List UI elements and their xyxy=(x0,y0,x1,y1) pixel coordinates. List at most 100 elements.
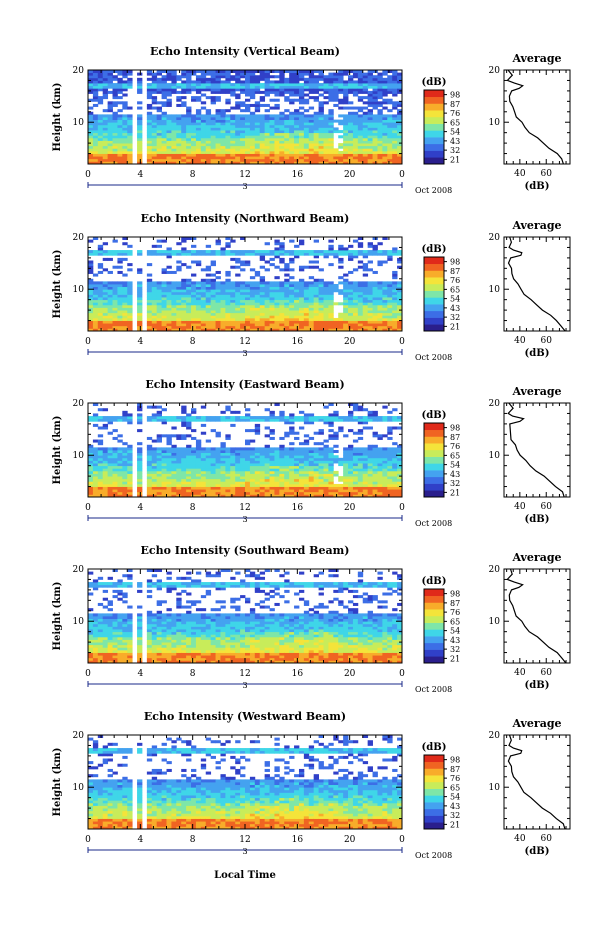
heatmap-cell xyxy=(122,122,128,126)
heatmap-cell xyxy=(191,260,197,264)
heatmap-cell xyxy=(328,468,334,472)
heatmap-cell xyxy=(171,452,177,456)
heatmap-cell xyxy=(215,455,221,459)
heatmap-cell xyxy=(97,252,104,256)
heatmap-cell xyxy=(303,320,310,324)
heatmap-cell xyxy=(289,130,295,134)
heatmap-cell xyxy=(171,489,177,493)
heatmap-cell xyxy=(348,284,354,288)
heatmap-cell xyxy=(343,463,349,467)
heatmap-cell xyxy=(195,284,202,288)
heatmap-cell xyxy=(210,302,216,306)
heatmap-cell xyxy=(156,413,162,417)
heatmap-cell xyxy=(88,127,94,131)
heatmap-cell xyxy=(318,127,324,131)
echo-panel: Echo Intensity (Vertical Beam)1020Height… xyxy=(52,45,571,195)
heatmap-cell xyxy=(245,478,251,482)
heatmap-cell xyxy=(313,304,319,308)
heatmap-cell xyxy=(235,148,241,152)
heatmap-cell xyxy=(245,310,251,314)
heatmap-cell xyxy=(195,111,202,115)
heatmap-cell xyxy=(97,284,104,288)
heatmap-cell xyxy=(298,476,305,480)
heatmap-cell xyxy=(137,452,143,456)
heatmap-cell xyxy=(235,325,241,329)
heatmap-cell xyxy=(333,457,339,461)
heatmap-cell xyxy=(245,408,251,412)
heatmap-cell xyxy=(397,130,403,134)
x-tick-label: 8 xyxy=(190,337,196,347)
heatmap-cell xyxy=(343,315,349,319)
heatmap-cell xyxy=(181,299,187,303)
heatmap-cell xyxy=(294,460,300,464)
heatmap-cell xyxy=(88,83,94,87)
heatmap-cell xyxy=(289,494,295,498)
heatmap-cell xyxy=(200,252,207,256)
heatmap-cell xyxy=(171,291,177,295)
heatmap-cell xyxy=(323,447,329,451)
heatmap-cell xyxy=(254,114,261,118)
heatmap-cell xyxy=(348,286,354,290)
heatmap-cell xyxy=(151,96,158,100)
heatmap-cell xyxy=(191,250,197,254)
heatmap-cell xyxy=(161,250,167,254)
heatmap-cell xyxy=(259,310,266,314)
heatmap-cell xyxy=(117,117,123,121)
heatmap-cell xyxy=(205,156,212,160)
heatmap-cell xyxy=(137,281,143,285)
heatmap-cell xyxy=(387,286,393,290)
heatmap-cell xyxy=(343,450,349,454)
heatmap-cell xyxy=(348,150,354,154)
heatmap-cell xyxy=(137,291,143,295)
heatmap-cell xyxy=(156,320,162,324)
heatmap-cell xyxy=(269,307,275,311)
heatmap-cell xyxy=(156,434,162,438)
heatmap-cell xyxy=(372,161,378,165)
heatmap-cell xyxy=(102,304,109,308)
heatmap-cell xyxy=(274,158,280,162)
heatmap-cell xyxy=(245,483,251,487)
heatmap-cell xyxy=(249,111,256,115)
heatmap-cell xyxy=(117,317,123,321)
heatmap-cell xyxy=(166,148,172,152)
heatmap-cell xyxy=(387,315,393,319)
heatmap-cell xyxy=(249,429,256,433)
heatmap-cell xyxy=(225,77,231,81)
heatmap-cell xyxy=(205,491,212,495)
heatmap-cell xyxy=(352,80,359,84)
heatmap-cell xyxy=(235,83,241,87)
heatmap-cell xyxy=(279,302,285,306)
heatmap-cell xyxy=(107,328,113,332)
heatmap-cell xyxy=(318,310,324,314)
heatmap-cell xyxy=(294,153,300,157)
heatmap-cell xyxy=(88,263,94,267)
heatmap-cell xyxy=(97,426,104,430)
heatmap-cell xyxy=(200,297,207,301)
heatmap-cell xyxy=(245,252,251,256)
heatmap-cell xyxy=(176,489,182,493)
heatmap-cell xyxy=(107,70,113,74)
heatmap-cell xyxy=(298,486,305,490)
heatmap-cell xyxy=(323,302,329,306)
heatmap-cell xyxy=(264,286,270,290)
heatmap-cell xyxy=(303,130,310,134)
heatmap-cell xyxy=(289,320,295,324)
heatmap-cell xyxy=(215,434,221,438)
heatmap-cell xyxy=(382,302,388,306)
heatmap-cell xyxy=(323,317,329,321)
heatmap-cell xyxy=(313,463,319,467)
heatmap-cell xyxy=(210,117,216,121)
heatmap-cell xyxy=(279,444,285,448)
heatmap-cell xyxy=(328,286,334,290)
heatmap-cell xyxy=(156,323,162,327)
heatmap-cell xyxy=(264,284,270,288)
heatmap-cell xyxy=(348,455,354,459)
heatmap-cell xyxy=(186,450,192,454)
heatmap-cell xyxy=(367,317,373,321)
heatmap-cell xyxy=(97,315,104,319)
heatmap-cell xyxy=(122,117,128,121)
heatmap-cell xyxy=(313,481,319,485)
heatmap-cell xyxy=(181,130,187,134)
